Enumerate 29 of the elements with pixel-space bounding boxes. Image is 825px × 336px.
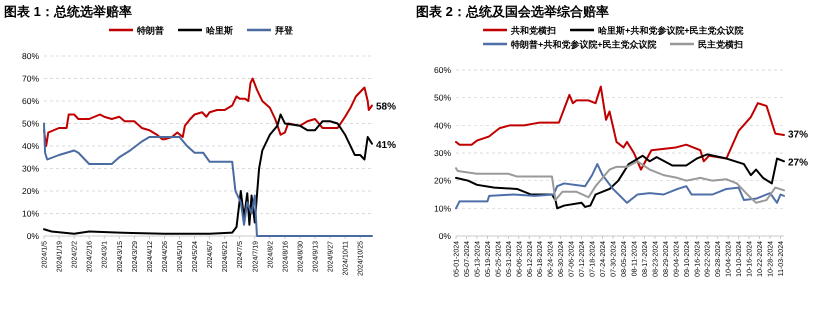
- annotation: 37%: [788, 130, 808, 141]
- y-tick-label: 0%: [438, 231, 452, 241]
- y-tick-label: 60%: [22, 96, 40, 106]
- y-tick-label: 10%: [22, 208, 40, 218]
- y-tick-label: 0%: [26, 231, 40, 241]
- legend-label: 哈里斯: [206, 26, 233, 36]
- legend-label: 共和党横扫: [510, 26, 556, 36]
- chart-title: 图表 1：总统选举赔率: [4, 4, 132, 19]
- y-tick-label: 40%: [434, 120, 452, 130]
- legend-label: 哈里斯+共和党参议院+民主党众议院: [598, 26, 744, 36]
- y-tick-label: 60%: [434, 65, 452, 75]
- legend-label: 特朗普+共和党参议院+民主党众议院: [510, 38, 657, 50]
- y-tick-label: 30%: [434, 148, 452, 158]
- legend-label: 拜登: [274, 26, 294, 36]
- legend-label: 民主党横扫: [698, 40, 743, 50]
- y-tick-label: 50%: [22, 118, 40, 128]
- annotation: 27%: [788, 157, 808, 168]
- y-tick-label: 70%: [22, 74, 40, 84]
- legend-label: 特朗普: [136, 24, 164, 36]
- annotation: 58%: [376, 102, 396, 112]
- y-tick-label: 80%: [22, 51, 40, 61]
- y-tick-label: 40%: [22, 141, 40, 151]
- y-tick-label: 20%: [434, 176, 452, 186]
- y-tick-label: 30%: [22, 164, 40, 174]
- annotation: 41%: [376, 140, 396, 151]
- chart-title: 图表 2：总统及国会选举综合赔率: [416, 4, 609, 19]
- y-tick-label: 20%: [22, 186, 40, 196]
- y-tick-label: 10%: [434, 203, 452, 214]
- y-tick-label: 50%: [434, 92, 452, 103]
